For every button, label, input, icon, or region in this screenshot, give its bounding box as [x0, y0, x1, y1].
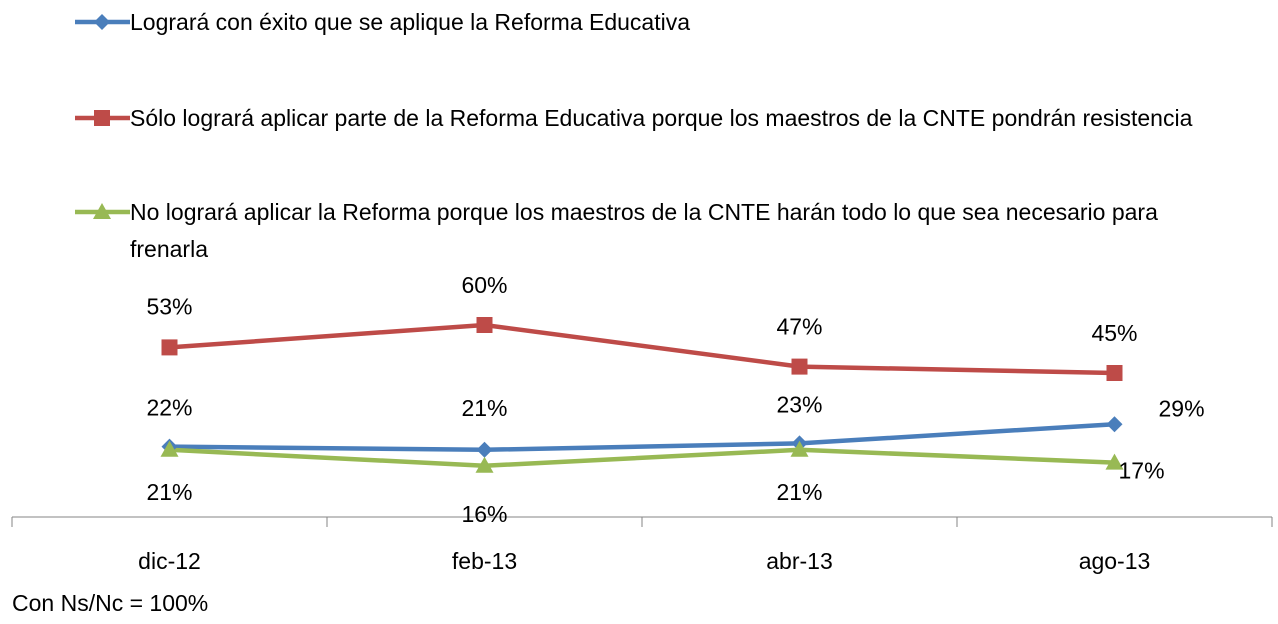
x-tick-label: abr-13 — [766, 548, 832, 574]
series-line — [169, 447, 1115, 469]
series-line — [169, 421, 1115, 453]
data-label: 21% — [776, 479, 822, 505]
data-label: 22% — [146, 395, 192, 421]
legend-marker — [94, 14, 110, 30]
data-label: 53% — [146, 293, 192, 319]
data-label: 21% — [461, 395, 507, 421]
marker — [160, 440, 179, 457]
data-label: 17% — [1119, 458, 1165, 484]
data-label: 47% — [776, 314, 822, 340]
legend-label: No logrará aplicar la Reforma porque los… — [130, 199, 1158, 262]
legend-marker — [93, 203, 111, 219]
legend-label: Logrará con éxito que se aplique la Refo… — [130, 9, 691, 35]
marker — [1106, 365, 1123, 381]
x-tick-label: feb-13 — [452, 548, 517, 574]
series-line — [169, 322, 1115, 376]
data-label: 23% — [776, 391, 822, 417]
data-label: 45% — [1091, 320, 1137, 346]
marker — [1106, 416, 1123, 433]
data-label: 60% — [461, 272, 507, 298]
marker — [1105, 453, 1124, 470]
marker — [476, 317, 493, 333]
legend-label: Sólo logrará aplicar parte de la Reforma… — [130, 105, 1193, 131]
legend-marker — [94, 110, 110, 126]
data-label: 29% — [1159, 395, 1205, 421]
x-tick-label: ago-13 — [1079, 548, 1151, 574]
marker — [476, 441, 493, 458]
marker — [791, 358, 808, 375]
marker — [475, 456, 494, 473]
data-label: 16% — [461, 501, 507, 527]
x-tick-label: dic-12 — [138, 548, 201, 574]
marker — [790, 440, 809, 457]
marker — [161, 339, 178, 356]
data-label: 21% — [146, 479, 192, 505]
footnote: Con Ns/Nc = 100% — [12, 590, 208, 616]
